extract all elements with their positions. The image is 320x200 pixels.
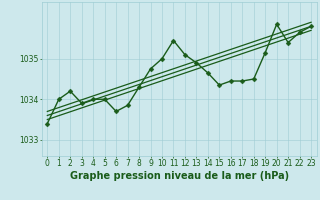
X-axis label: Graphe pression niveau de la mer (hPa): Graphe pression niveau de la mer (hPa) [70, 171, 289, 181]
